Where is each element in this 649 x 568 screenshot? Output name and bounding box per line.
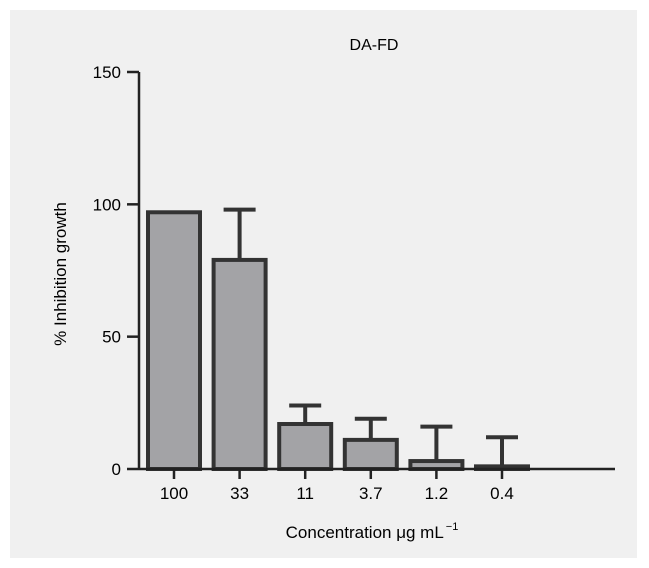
- bar: [211, 257, 268, 471]
- bar: [277, 422, 334, 471]
- chart-title: DA-FD: [350, 37, 399, 54]
- bar: [342, 437, 399, 471]
- x-tick-label: 0.4: [490, 484, 514, 503]
- x-tick-label: 100: [160, 484, 188, 503]
- x-axis-label: Concentration μg mL −1: [286, 521, 459, 542]
- bars-group: [146, 207, 530, 471]
- x-tick-label: 3.7: [359, 484, 383, 503]
- x-tick-label: 33: [230, 484, 249, 503]
- y-tick-label: 150: [93, 63, 121, 82]
- y-ticks-group: 0 50 100 150: [93, 63, 139, 479]
- y-axis-label: % Inhibition growth: [51, 202, 70, 346]
- x-axis-label-superscript: −1: [446, 521, 459, 533]
- x-tick-label: 1.2: [425, 484, 449, 503]
- x-axis-label-text: Concentration μg mL: [286, 523, 444, 542]
- bar: [146, 210, 202, 471]
- axes-group: [137, 72, 615, 471]
- x-tick-label: 11: [296, 484, 314, 503]
- y-tick-label: 100: [93, 195, 121, 214]
- y-tick-label: 50: [102, 328, 121, 347]
- y-tick-label: 0: [112, 460, 121, 479]
- x-ticks-group: 100 33 11 3.7 1.2 0.4: [160, 469, 514, 503]
